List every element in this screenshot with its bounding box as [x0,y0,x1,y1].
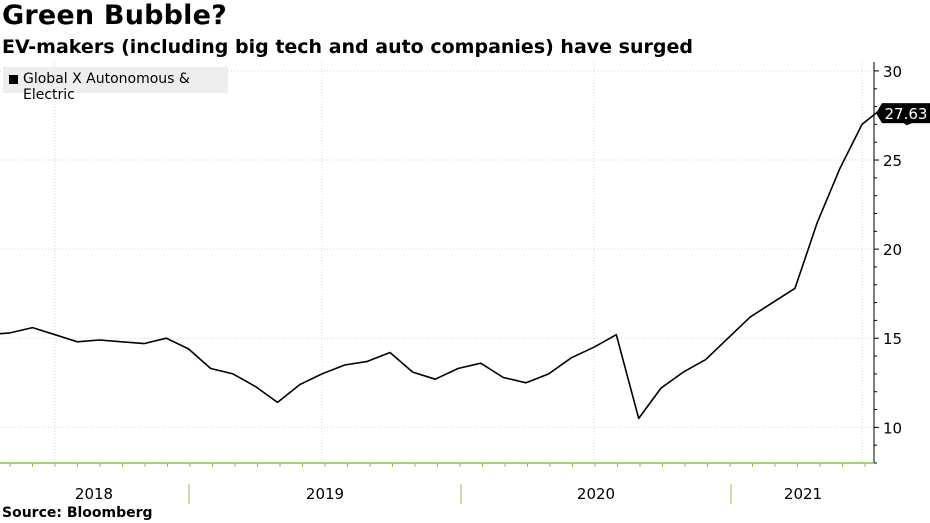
legend-swatch [9,75,18,84]
y-tick-label: 15 [883,330,902,348]
last-value-box [882,103,930,124]
y-tick-label: 20 [883,241,902,259]
x-tick-label: 2020 [577,485,615,503]
y-tick-label: 10 [883,419,902,437]
series-line [0,105,930,420]
x-tick-label: 2021 [784,485,822,503]
x-tick-label: 2019 [306,485,344,503]
y-tick-label: 25 [883,152,902,170]
chart-title: Green Bubble? [2,0,228,31]
legend-label: Global X Autonomous & Electric [23,71,190,103]
last-value-pointer [876,103,882,124]
last-value-label: 27.63 [885,105,928,123]
y-tick-label: 30 [883,63,902,81]
chart-subtitle: EV-makers (including big tech and auto c… [2,36,693,58]
source-note: Source: Bloomberg [2,505,153,521]
x-tick-label: 2018 [75,485,113,503]
legend: Global X Autonomous & Electric [3,67,228,103]
